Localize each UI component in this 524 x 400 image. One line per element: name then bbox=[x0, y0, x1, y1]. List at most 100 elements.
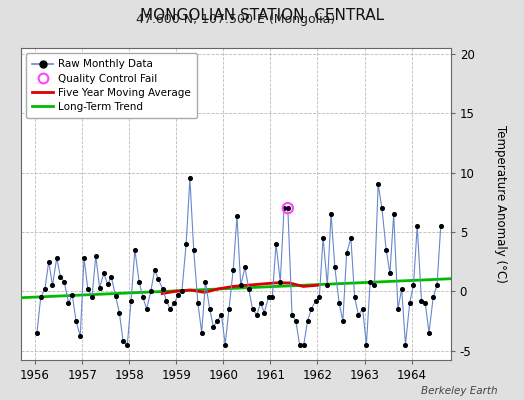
Point bbox=[253, 312, 261, 318]
Point bbox=[241, 264, 249, 271]
Point bbox=[119, 338, 127, 344]
Point bbox=[72, 318, 80, 324]
Point bbox=[236, 282, 245, 288]
Point bbox=[166, 306, 174, 312]
Point bbox=[123, 341, 132, 348]
Point bbox=[307, 306, 315, 312]
Point bbox=[292, 318, 300, 324]
Point bbox=[150, 267, 159, 273]
Point bbox=[335, 300, 343, 306]
Point bbox=[323, 282, 332, 288]
Point bbox=[147, 288, 155, 294]
Point bbox=[374, 181, 383, 188]
Point bbox=[406, 300, 414, 306]
Point bbox=[178, 288, 186, 294]
Point bbox=[37, 294, 45, 300]
Point bbox=[130, 246, 139, 253]
Point bbox=[225, 306, 233, 312]
Point bbox=[88, 294, 96, 300]
Point bbox=[382, 246, 390, 253]
Point bbox=[413, 223, 421, 229]
Point bbox=[354, 312, 363, 318]
Point bbox=[84, 286, 92, 292]
Point bbox=[56, 274, 64, 280]
Point bbox=[389, 211, 398, 217]
Point bbox=[143, 306, 151, 312]
Point bbox=[256, 300, 265, 306]
Point bbox=[80, 255, 88, 261]
Point bbox=[366, 278, 374, 285]
Point bbox=[343, 250, 351, 256]
Point bbox=[162, 298, 171, 304]
Point bbox=[52, 255, 61, 261]
Point bbox=[135, 278, 143, 285]
Point bbox=[217, 312, 226, 318]
Point bbox=[288, 312, 296, 318]
Point bbox=[394, 306, 402, 312]
Point bbox=[327, 211, 335, 217]
Point bbox=[268, 294, 277, 300]
Point bbox=[436, 223, 445, 229]
Point bbox=[174, 292, 182, 298]
Point bbox=[433, 282, 441, 288]
Point bbox=[64, 300, 73, 306]
Point bbox=[398, 286, 406, 292]
Point bbox=[370, 282, 379, 288]
Point bbox=[260, 309, 268, 316]
Point bbox=[170, 300, 179, 306]
Text: MONGOLIAN STATION  CENTRAL: MONGOLIAN STATION CENTRAL bbox=[140, 8, 384, 23]
Point bbox=[264, 294, 272, 300]
Point bbox=[185, 175, 194, 182]
Point bbox=[221, 341, 230, 348]
Point bbox=[201, 278, 210, 285]
Point bbox=[190, 246, 198, 253]
Point bbox=[331, 264, 339, 271]
Point bbox=[182, 240, 190, 247]
Point bbox=[319, 235, 328, 241]
Point bbox=[139, 294, 147, 300]
Point bbox=[245, 286, 253, 292]
Point bbox=[41, 286, 49, 292]
Point bbox=[339, 318, 347, 324]
Y-axis label: Temperature Anomaly (°C): Temperature Anomaly (°C) bbox=[494, 125, 507, 283]
Point bbox=[209, 324, 217, 330]
Point bbox=[421, 300, 430, 306]
Point bbox=[272, 240, 280, 247]
Point bbox=[103, 281, 112, 287]
Point bbox=[33, 330, 41, 336]
Point bbox=[115, 309, 124, 316]
Point bbox=[107, 274, 115, 280]
Text: Berkeley Earth: Berkeley Earth bbox=[421, 386, 498, 396]
Point bbox=[358, 306, 367, 312]
Point bbox=[112, 293, 120, 299]
Point bbox=[351, 294, 359, 300]
Point bbox=[283, 205, 292, 211]
Point bbox=[158, 286, 167, 292]
Point bbox=[154, 276, 162, 282]
Point bbox=[311, 298, 320, 304]
Point bbox=[386, 270, 394, 276]
Point bbox=[48, 282, 57, 288]
Point bbox=[95, 284, 104, 291]
Point bbox=[92, 252, 100, 259]
Point bbox=[296, 341, 304, 348]
Point bbox=[409, 282, 418, 288]
Point bbox=[205, 306, 214, 312]
Point bbox=[283, 205, 292, 211]
Point bbox=[300, 341, 308, 348]
Point bbox=[229, 267, 237, 273]
Point bbox=[425, 330, 433, 336]
Point bbox=[76, 333, 84, 340]
Point bbox=[303, 318, 312, 324]
Point bbox=[68, 292, 77, 298]
Point bbox=[429, 294, 438, 300]
Point bbox=[127, 298, 135, 304]
Point bbox=[276, 278, 285, 285]
Point bbox=[315, 294, 323, 300]
Point bbox=[362, 341, 370, 348]
Point bbox=[378, 205, 386, 211]
Point bbox=[213, 318, 222, 324]
Point bbox=[45, 258, 53, 265]
Point bbox=[417, 298, 425, 304]
Point bbox=[347, 235, 355, 241]
